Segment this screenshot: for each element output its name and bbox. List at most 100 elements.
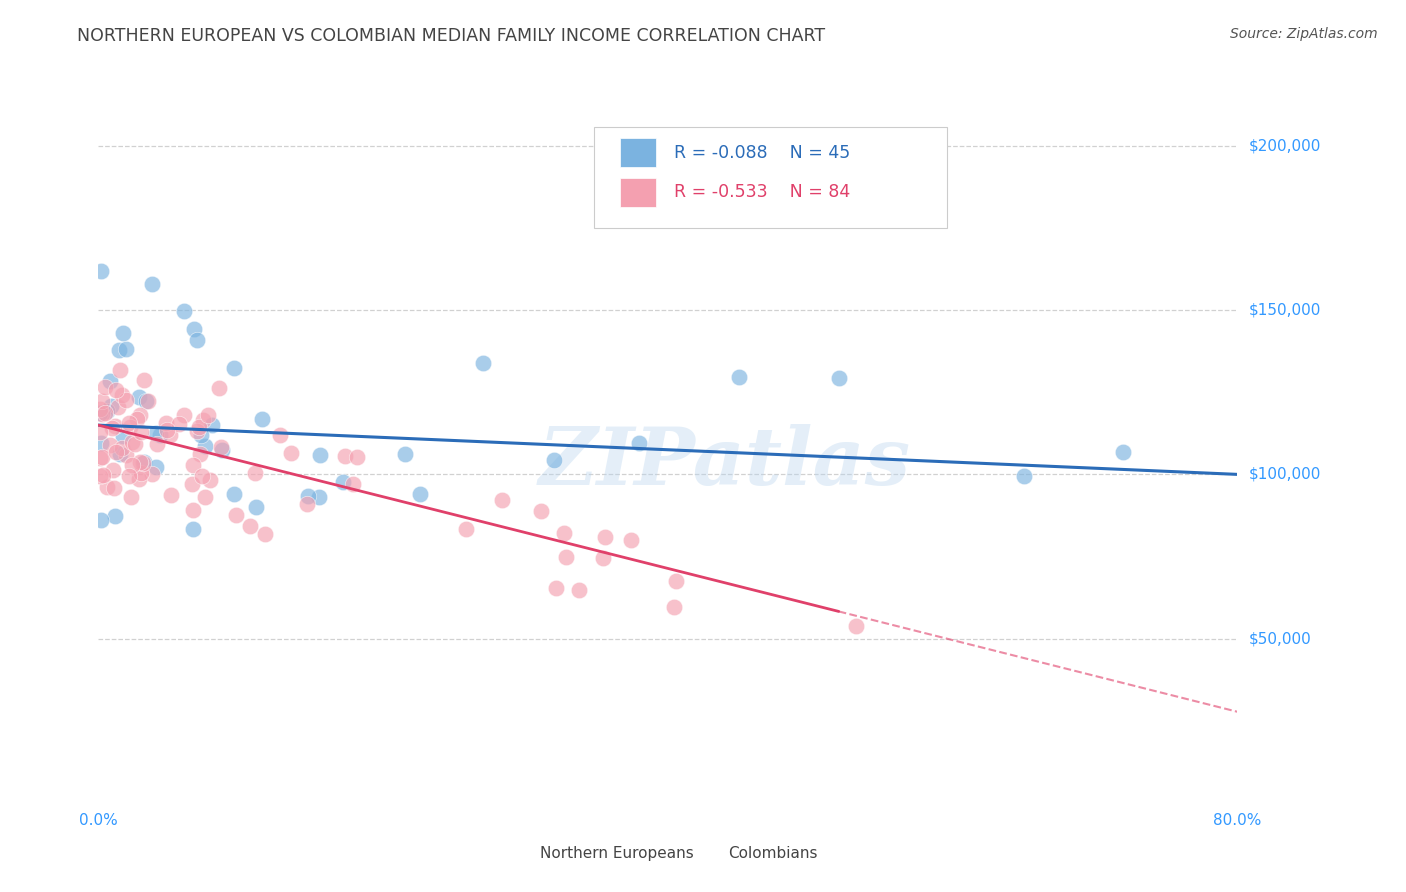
Text: $50,000: $50,000 <box>1249 632 1312 646</box>
Point <box>662 600 685 615</box>
Point <box>295 497 318 511</box>
Point <box>211 440 233 454</box>
Point <box>118 419 141 434</box>
Point <box>115 449 138 463</box>
Point <box>101 421 124 435</box>
Point <box>198 473 221 487</box>
Point <box>280 445 302 459</box>
Point <box>342 477 364 491</box>
Point <box>183 322 205 336</box>
Point <box>828 371 851 385</box>
Point <box>845 618 868 632</box>
Point <box>335 450 357 464</box>
Point <box>346 450 368 464</box>
Point <box>592 550 614 565</box>
Point <box>91 450 114 464</box>
Point <box>409 487 432 501</box>
Point <box>188 447 211 461</box>
Point <box>90 435 112 450</box>
Text: $100,000: $100,000 <box>1249 467 1320 482</box>
Point <box>224 487 246 501</box>
Point <box>136 394 159 409</box>
Point <box>118 469 141 483</box>
Point <box>269 428 291 442</box>
Point <box>110 362 132 376</box>
Point <box>201 417 224 432</box>
Point <box>491 493 513 508</box>
Point <box>101 462 124 476</box>
Point <box>250 412 273 426</box>
Point <box>211 442 233 457</box>
Point <box>90 394 112 409</box>
Point <box>145 425 167 440</box>
Point <box>193 413 215 427</box>
Point <box>98 375 121 389</box>
Point <box>308 491 330 505</box>
Point <box>222 361 245 376</box>
Point <box>167 417 190 431</box>
Point <box>111 388 134 402</box>
Point <box>194 490 217 504</box>
Point <box>728 370 751 384</box>
Text: R = -0.088    N = 45: R = -0.088 N = 45 <box>673 144 849 161</box>
Point <box>141 277 163 291</box>
Point <box>128 472 150 486</box>
Point <box>1112 445 1135 459</box>
Point <box>394 447 416 461</box>
Point <box>89 469 111 483</box>
Point <box>90 264 112 278</box>
Point <box>253 527 276 541</box>
Point <box>132 373 155 387</box>
Point <box>118 416 141 430</box>
Point <box>94 380 117 394</box>
Point <box>131 456 153 470</box>
Point <box>96 480 118 494</box>
Point <box>620 533 643 547</box>
Text: ZIPatlas: ZIPatlas <box>538 425 911 502</box>
Text: $200,000: $200,000 <box>1249 138 1320 153</box>
Point <box>665 574 688 588</box>
Point <box>173 303 195 318</box>
Point <box>181 503 204 517</box>
Point <box>160 487 183 501</box>
Point <box>471 356 494 370</box>
Point <box>568 583 591 598</box>
Point <box>554 550 576 565</box>
Point <box>108 447 131 461</box>
FancyBboxPatch shape <box>620 138 657 167</box>
Point <box>91 468 114 483</box>
Point <box>94 406 117 420</box>
Point <box>181 476 204 491</box>
Point <box>131 466 153 480</box>
Point <box>98 438 121 452</box>
Point <box>145 437 167 451</box>
Point <box>111 441 134 455</box>
Point <box>128 390 150 404</box>
Point <box>245 500 267 515</box>
Point <box>129 425 152 439</box>
Point <box>134 455 156 469</box>
Point <box>155 416 177 430</box>
Point <box>628 435 651 450</box>
Point <box>225 508 247 522</box>
Point <box>595 530 617 544</box>
Point <box>105 383 128 397</box>
Point <box>149 427 172 442</box>
Point <box>239 519 262 533</box>
Point <box>197 409 219 423</box>
Point <box>530 504 553 518</box>
Point <box>120 491 142 505</box>
Point <box>243 466 266 480</box>
Point <box>104 419 127 434</box>
Point <box>105 445 128 459</box>
Point <box>96 404 118 418</box>
Point <box>121 458 143 472</box>
Point <box>543 452 565 467</box>
Point <box>115 343 138 357</box>
Point <box>190 427 212 442</box>
Text: NORTHERN EUROPEAN VS COLOMBIAN MEDIAN FAMILY INCOME CORRELATION CHART: NORTHERN EUROPEAN VS COLOMBIAN MEDIAN FA… <box>77 27 825 45</box>
Text: Source: ZipAtlas.com: Source: ZipAtlas.com <box>1230 27 1378 41</box>
Point <box>104 508 127 523</box>
Point <box>173 408 195 422</box>
Point <box>103 481 125 495</box>
